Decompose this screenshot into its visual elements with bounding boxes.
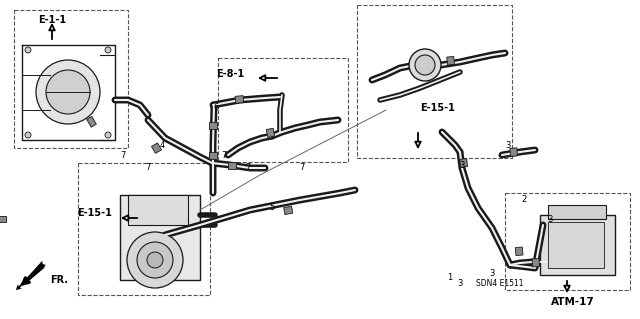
Bar — [515, 247, 523, 256]
Circle shape — [147, 252, 163, 268]
Bar — [266, 128, 275, 137]
Text: 3: 3 — [458, 278, 463, 287]
Text: 3: 3 — [460, 160, 465, 169]
Bar — [235, 96, 244, 103]
Bar — [209, 152, 217, 159]
Text: 2: 2 — [522, 196, 527, 204]
Bar — [128, 195, 188, 225]
Circle shape — [25, 47, 31, 53]
Circle shape — [25, 132, 31, 138]
Circle shape — [409, 49, 441, 81]
FancyBboxPatch shape — [120, 195, 200, 280]
Text: 7: 7 — [245, 164, 251, 173]
Text: 7: 7 — [300, 164, 305, 173]
Bar — [447, 56, 454, 65]
Bar — [510, 148, 518, 156]
Bar — [86, 116, 97, 127]
Bar — [460, 159, 467, 167]
Circle shape — [105, 47, 111, 53]
Text: FR.: FR. — [50, 275, 68, 285]
Text: E-8-1: E-8-1 — [216, 69, 244, 79]
Text: E-1-1: E-1-1 — [38, 15, 66, 25]
Bar — [209, 122, 217, 129]
Text: 4: 4 — [159, 140, 164, 150]
Text: 3: 3 — [506, 140, 511, 150]
Bar — [540, 215, 615, 275]
Text: E-15-1: E-15-1 — [420, 103, 455, 113]
Bar — [548, 205, 606, 219]
Text: 7: 7 — [120, 151, 125, 160]
Text: SDN4 E1511: SDN4 E1511 — [476, 278, 524, 287]
Circle shape — [127, 232, 183, 288]
Circle shape — [36, 60, 100, 124]
Bar — [228, 161, 236, 168]
Text: 3: 3 — [547, 216, 553, 225]
Bar — [0, 216, 6, 222]
Text: 1: 1 — [447, 273, 452, 283]
Circle shape — [46, 70, 90, 114]
Bar — [152, 143, 161, 153]
Bar — [532, 258, 540, 267]
Text: 7: 7 — [145, 164, 150, 173]
Circle shape — [137, 242, 173, 278]
Text: 5: 5 — [269, 204, 275, 212]
Bar — [548, 222, 604, 268]
Text: ATM-17: ATM-17 — [551, 297, 595, 307]
Circle shape — [415, 55, 435, 75]
Text: 6: 6 — [213, 103, 219, 113]
Text: 7: 7 — [221, 151, 227, 160]
Text: E-15-1: E-15-1 — [77, 208, 112, 218]
Bar — [284, 206, 292, 215]
Text: 3: 3 — [490, 269, 495, 278]
Circle shape — [105, 132, 111, 138]
